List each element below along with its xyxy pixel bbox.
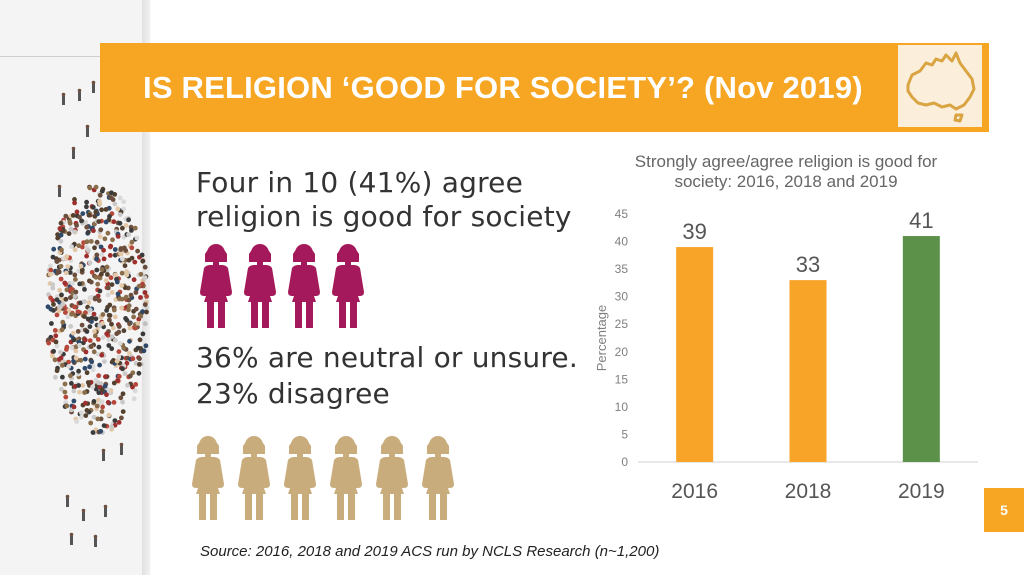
y-tick-label: 25 bbox=[615, 317, 629, 331]
page-number: 5 bbox=[984, 488, 1024, 532]
person-icon bbox=[422, 436, 454, 520]
headline-line-1: Four in 10 (41%) agree bbox=[196, 166, 524, 199]
headline-line-2: religion is good for society bbox=[196, 200, 572, 233]
person-icon bbox=[330, 436, 362, 520]
x-tick-label-2018: 2018 bbox=[785, 480, 832, 503]
person-icon bbox=[192, 436, 224, 520]
y-tick-label: 5 bbox=[621, 427, 628, 441]
data-label-2018: 33 bbox=[796, 252, 820, 277]
y-axis-label: Percentage bbox=[594, 305, 609, 372]
y-tick-label: 20 bbox=[615, 345, 629, 359]
bar-2019 bbox=[902, 236, 940, 462]
person-icon bbox=[244, 244, 276, 328]
page-title: IS RELIGION ‘GOOD FOR SOCIETY’? (Nov 201… bbox=[143, 70, 863, 105]
person-icon bbox=[284, 436, 316, 520]
title-banner bbox=[100, 43, 892, 132]
slide-divider bbox=[0, 56, 150, 57]
y-tick-label: 10 bbox=[615, 400, 629, 414]
crowd-shadow bbox=[142, 0, 152, 575]
y-tick-label: 30 bbox=[615, 290, 629, 304]
y-tick-label: 40 bbox=[615, 235, 629, 249]
person-icon bbox=[376, 436, 408, 520]
x-tick-label-2019: 2019 bbox=[898, 480, 945, 503]
data-label-2019: 41 bbox=[909, 208, 933, 233]
person-icon bbox=[200, 244, 232, 328]
person-icon bbox=[238, 436, 270, 520]
y-tick-label: 35 bbox=[615, 262, 629, 276]
source-note: Source: 2016, 2018 and 2019 ACS run by N… bbox=[200, 543, 660, 560]
x-tick-label-2016: 2016 bbox=[671, 480, 718, 503]
data-label-2016: 39 bbox=[682, 219, 706, 244]
bar-2016 bbox=[676, 247, 714, 462]
person-icon bbox=[288, 244, 320, 328]
y-tick-label: 15 bbox=[615, 372, 629, 386]
person-icon bbox=[332, 244, 364, 328]
y-tick-label: 45 bbox=[615, 207, 629, 221]
bar-2018 bbox=[789, 280, 827, 462]
disagree-text: 23% disagree bbox=[196, 377, 390, 410]
bar-chart: 0 5 10 15 20 25 30 35 40 45 Percentage 39 2016 33 2018… bbox=[594, 207, 978, 503]
australia-map-icon bbox=[898, 45, 982, 127]
y-tick-label: 0 bbox=[621, 455, 628, 469]
neutral-text: 36% are neutral or unsure. bbox=[196, 341, 578, 374]
chart-title: Strongly agree/agree religion is good fo… bbox=[634, 152, 938, 191]
